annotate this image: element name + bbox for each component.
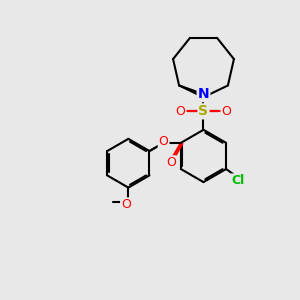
Text: O: O: [221, 105, 231, 118]
Text: O: O: [121, 198, 131, 211]
Text: O: O: [166, 156, 176, 169]
Text: N: N: [198, 87, 209, 101]
Text: S: S: [199, 104, 208, 118]
Text: O: O: [159, 135, 169, 148]
Text: Cl: Cl: [231, 174, 245, 188]
Text: O: O: [176, 105, 186, 118]
